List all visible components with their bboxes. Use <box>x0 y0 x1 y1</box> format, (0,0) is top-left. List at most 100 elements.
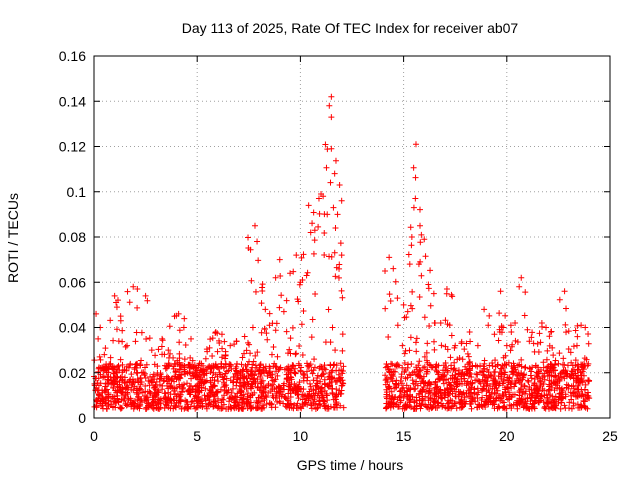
data-point <box>102 399 109 406</box>
data-point <box>508 394 515 401</box>
data-point <box>184 370 191 377</box>
data-point <box>233 404 240 411</box>
data-point <box>221 384 228 391</box>
data-point <box>505 379 512 386</box>
data-point <box>474 404 481 411</box>
data-point <box>543 356 550 363</box>
data-point <box>244 361 251 368</box>
data-point <box>265 369 272 376</box>
data-point <box>303 272 310 279</box>
data-point <box>233 382 240 389</box>
data-point <box>464 350 471 357</box>
data-point <box>578 322 585 329</box>
data-point <box>300 377 307 384</box>
data-point <box>107 317 114 324</box>
data-point <box>146 335 153 342</box>
data-point <box>575 372 582 379</box>
data-point <box>409 305 416 312</box>
data-point <box>385 384 392 391</box>
data-point <box>510 368 517 375</box>
data-point <box>142 405 149 412</box>
data-point <box>397 399 404 406</box>
data-point <box>173 376 180 383</box>
data-point <box>567 374 574 381</box>
data-point <box>543 391 550 398</box>
data-point <box>453 405 460 412</box>
y-tick-label: 0.12 <box>59 139 86 155</box>
data-point <box>423 368 430 375</box>
data-point <box>148 403 155 410</box>
data-point <box>138 357 145 364</box>
data-point <box>271 378 278 385</box>
data-point <box>514 405 521 412</box>
data-point <box>137 375 144 382</box>
data-point <box>426 387 433 394</box>
data-point <box>393 400 400 407</box>
data-point <box>551 397 558 404</box>
data-point <box>416 206 423 213</box>
data-point <box>260 389 267 396</box>
data-point <box>254 405 261 412</box>
data-point <box>508 343 515 350</box>
data-point <box>331 170 338 177</box>
data-point <box>418 231 425 238</box>
data-point <box>292 351 299 358</box>
data-point <box>215 378 222 385</box>
data-point <box>263 368 270 375</box>
data-point <box>322 141 329 148</box>
data-point <box>124 288 131 295</box>
data-point <box>508 368 515 375</box>
x-tick-label: 5 <box>193 428 201 444</box>
data-point <box>222 355 229 362</box>
y-tick-label: 0.16 <box>59 48 86 64</box>
data-point <box>502 352 509 359</box>
data-point <box>544 395 551 402</box>
data-point <box>480 372 487 379</box>
data-point <box>459 356 466 363</box>
data-point <box>512 319 519 326</box>
data-point <box>218 331 225 338</box>
data-point <box>231 341 238 348</box>
data-point <box>259 395 266 402</box>
data-point <box>496 310 503 317</box>
data-point <box>276 398 283 405</box>
data-point <box>401 391 408 398</box>
y-tick-labels: 0 0.02 0.04 0.06 0.08 0.1 0.12 0.14 0.16 <box>59 48 86 426</box>
data-point <box>384 379 391 386</box>
data-point <box>120 397 127 404</box>
data-point <box>409 369 416 376</box>
data-point <box>417 222 424 229</box>
data-point <box>170 388 177 395</box>
data-point <box>481 378 488 385</box>
data-point <box>176 403 183 410</box>
data-point <box>110 384 117 391</box>
data-point <box>382 267 389 274</box>
data-point <box>324 146 331 153</box>
data-point <box>265 382 272 389</box>
data-point <box>314 374 321 381</box>
data-point <box>340 404 347 411</box>
data-point <box>469 396 476 403</box>
data-point <box>293 252 300 259</box>
data-point <box>232 393 239 400</box>
data-point <box>548 378 555 385</box>
data-point <box>435 388 442 395</box>
data-point <box>223 375 230 382</box>
data-point <box>142 382 149 389</box>
data-point <box>413 394 420 401</box>
data-point <box>575 363 582 370</box>
data-point <box>181 368 188 375</box>
data-point <box>138 329 145 336</box>
data-point <box>449 390 456 397</box>
data-point <box>307 229 314 236</box>
data-point <box>444 367 451 374</box>
data-point <box>216 339 223 346</box>
data-point <box>420 379 427 386</box>
data-point <box>573 379 580 386</box>
data-point <box>452 400 459 407</box>
data-point <box>550 380 557 387</box>
data-point <box>546 342 553 349</box>
data-point <box>409 377 416 384</box>
data-point <box>527 398 534 405</box>
